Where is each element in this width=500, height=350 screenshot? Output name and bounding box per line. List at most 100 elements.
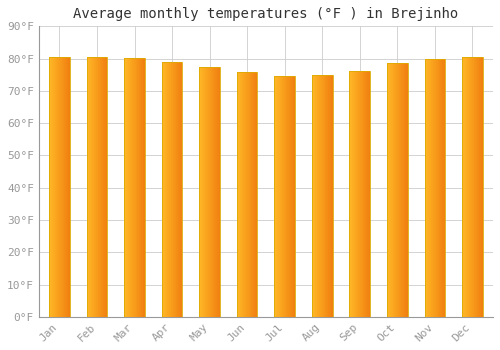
- Bar: [426, 59, 428, 317]
- Bar: [469, 57, 470, 317]
- Bar: [126, 58, 127, 317]
- Bar: [436, 59, 437, 317]
- Bar: [324, 75, 325, 317]
- Bar: [403, 63, 404, 317]
- Bar: [276, 76, 277, 317]
- Bar: [364, 70, 366, 317]
- Bar: [293, 76, 294, 317]
- Bar: [129, 58, 130, 317]
- Bar: [471, 57, 472, 317]
- Bar: [59, 57, 60, 317]
- Bar: [402, 63, 403, 317]
- Bar: [93, 57, 94, 317]
- Bar: [274, 76, 295, 317]
- Bar: [90, 57, 91, 317]
- Bar: [127, 58, 128, 317]
- Bar: [134, 58, 135, 317]
- Bar: [179, 62, 180, 317]
- Bar: [143, 58, 144, 317]
- Bar: [463, 57, 464, 317]
- Bar: [406, 63, 407, 317]
- Bar: [62, 57, 63, 317]
- Bar: [475, 57, 476, 317]
- Bar: [389, 63, 390, 317]
- Bar: [60, 57, 61, 317]
- Bar: [204, 66, 205, 317]
- Bar: [135, 58, 136, 317]
- Bar: [99, 57, 100, 317]
- Bar: [132, 58, 133, 317]
- Bar: [172, 62, 173, 317]
- Bar: [321, 75, 322, 317]
- Bar: [66, 57, 67, 317]
- Bar: [424, 59, 425, 317]
- Bar: [138, 58, 140, 317]
- Bar: [396, 63, 398, 317]
- Bar: [326, 75, 327, 317]
- Bar: [351, 70, 352, 317]
- Bar: [54, 57, 56, 317]
- Bar: [393, 63, 394, 317]
- Bar: [322, 75, 323, 317]
- Bar: [288, 76, 289, 317]
- Bar: [163, 62, 164, 317]
- Bar: [472, 57, 473, 317]
- Bar: [67, 57, 68, 317]
- Bar: [200, 66, 202, 317]
- Bar: [274, 76, 275, 317]
- Bar: [124, 58, 145, 317]
- Bar: [65, 57, 66, 317]
- Bar: [166, 62, 168, 317]
- Bar: [473, 57, 474, 317]
- Bar: [164, 62, 165, 317]
- Bar: [359, 70, 360, 317]
- Bar: [178, 62, 179, 317]
- Bar: [162, 62, 163, 317]
- Bar: [277, 76, 278, 317]
- Bar: [128, 58, 129, 317]
- Bar: [282, 76, 284, 317]
- Bar: [96, 57, 97, 317]
- Bar: [470, 57, 471, 317]
- Bar: [103, 57, 104, 317]
- Bar: [247, 72, 248, 317]
- Bar: [100, 57, 101, 317]
- Bar: [131, 58, 132, 317]
- Bar: [250, 72, 252, 317]
- Bar: [286, 76, 287, 317]
- Bar: [95, 57, 96, 317]
- Bar: [330, 75, 331, 317]
- Bar: [249, 72, 250, 317]
- Bar: [353, 70, 354, 317]
- Bar: [328, 75, 329, 317]
- Bar: [102, 57, 103, 317]
- Bar: [124, 58, 125, 317]
- Bar: [466, 57, 467, 317]
- Bar: [144, 58, 145, 317]
- Bar: [94, 57, 95, 317]
- Bar: [275, 76, 276, 317]
- Bar: [214, 66, 215, 317]
- Bar: [388, 63, 389, 317]
- Bar: [237, 72, 258, 317]
- Bar: [329, 75, 330, 317]
- Bar: [356, 70, 357, 317]
- Bar: [170, 62, 172, 317]
- Bar: [430, 59, 432, 317]
- Bar: [319, 75, 320, 317]
- Bar: [352, 70, 353, 317]
- Bar: [331, 75, 332, 317]
- Bar: [252, 72, 254, 317]
- Bar: [405, 63, 406, 317]
- Bar: [292, 76, 293, 317]
- Bar: [387, 63, 388, 317]
- Bar: [327, 75, 328, 317]
- Bar: [56, 57, 58, 317]
- Bar: [207, 66, 208, 317]
- Bar: [237, 72, 238, 317]
- Bar: [63, 57, 64, 317]
- Bar: [248, 72, 249, 317]
- Bar: [210, 66, 211, 317]
- Bar: [441, 59, 442, 317]
- Bar: [58, 57, 59, 317]
